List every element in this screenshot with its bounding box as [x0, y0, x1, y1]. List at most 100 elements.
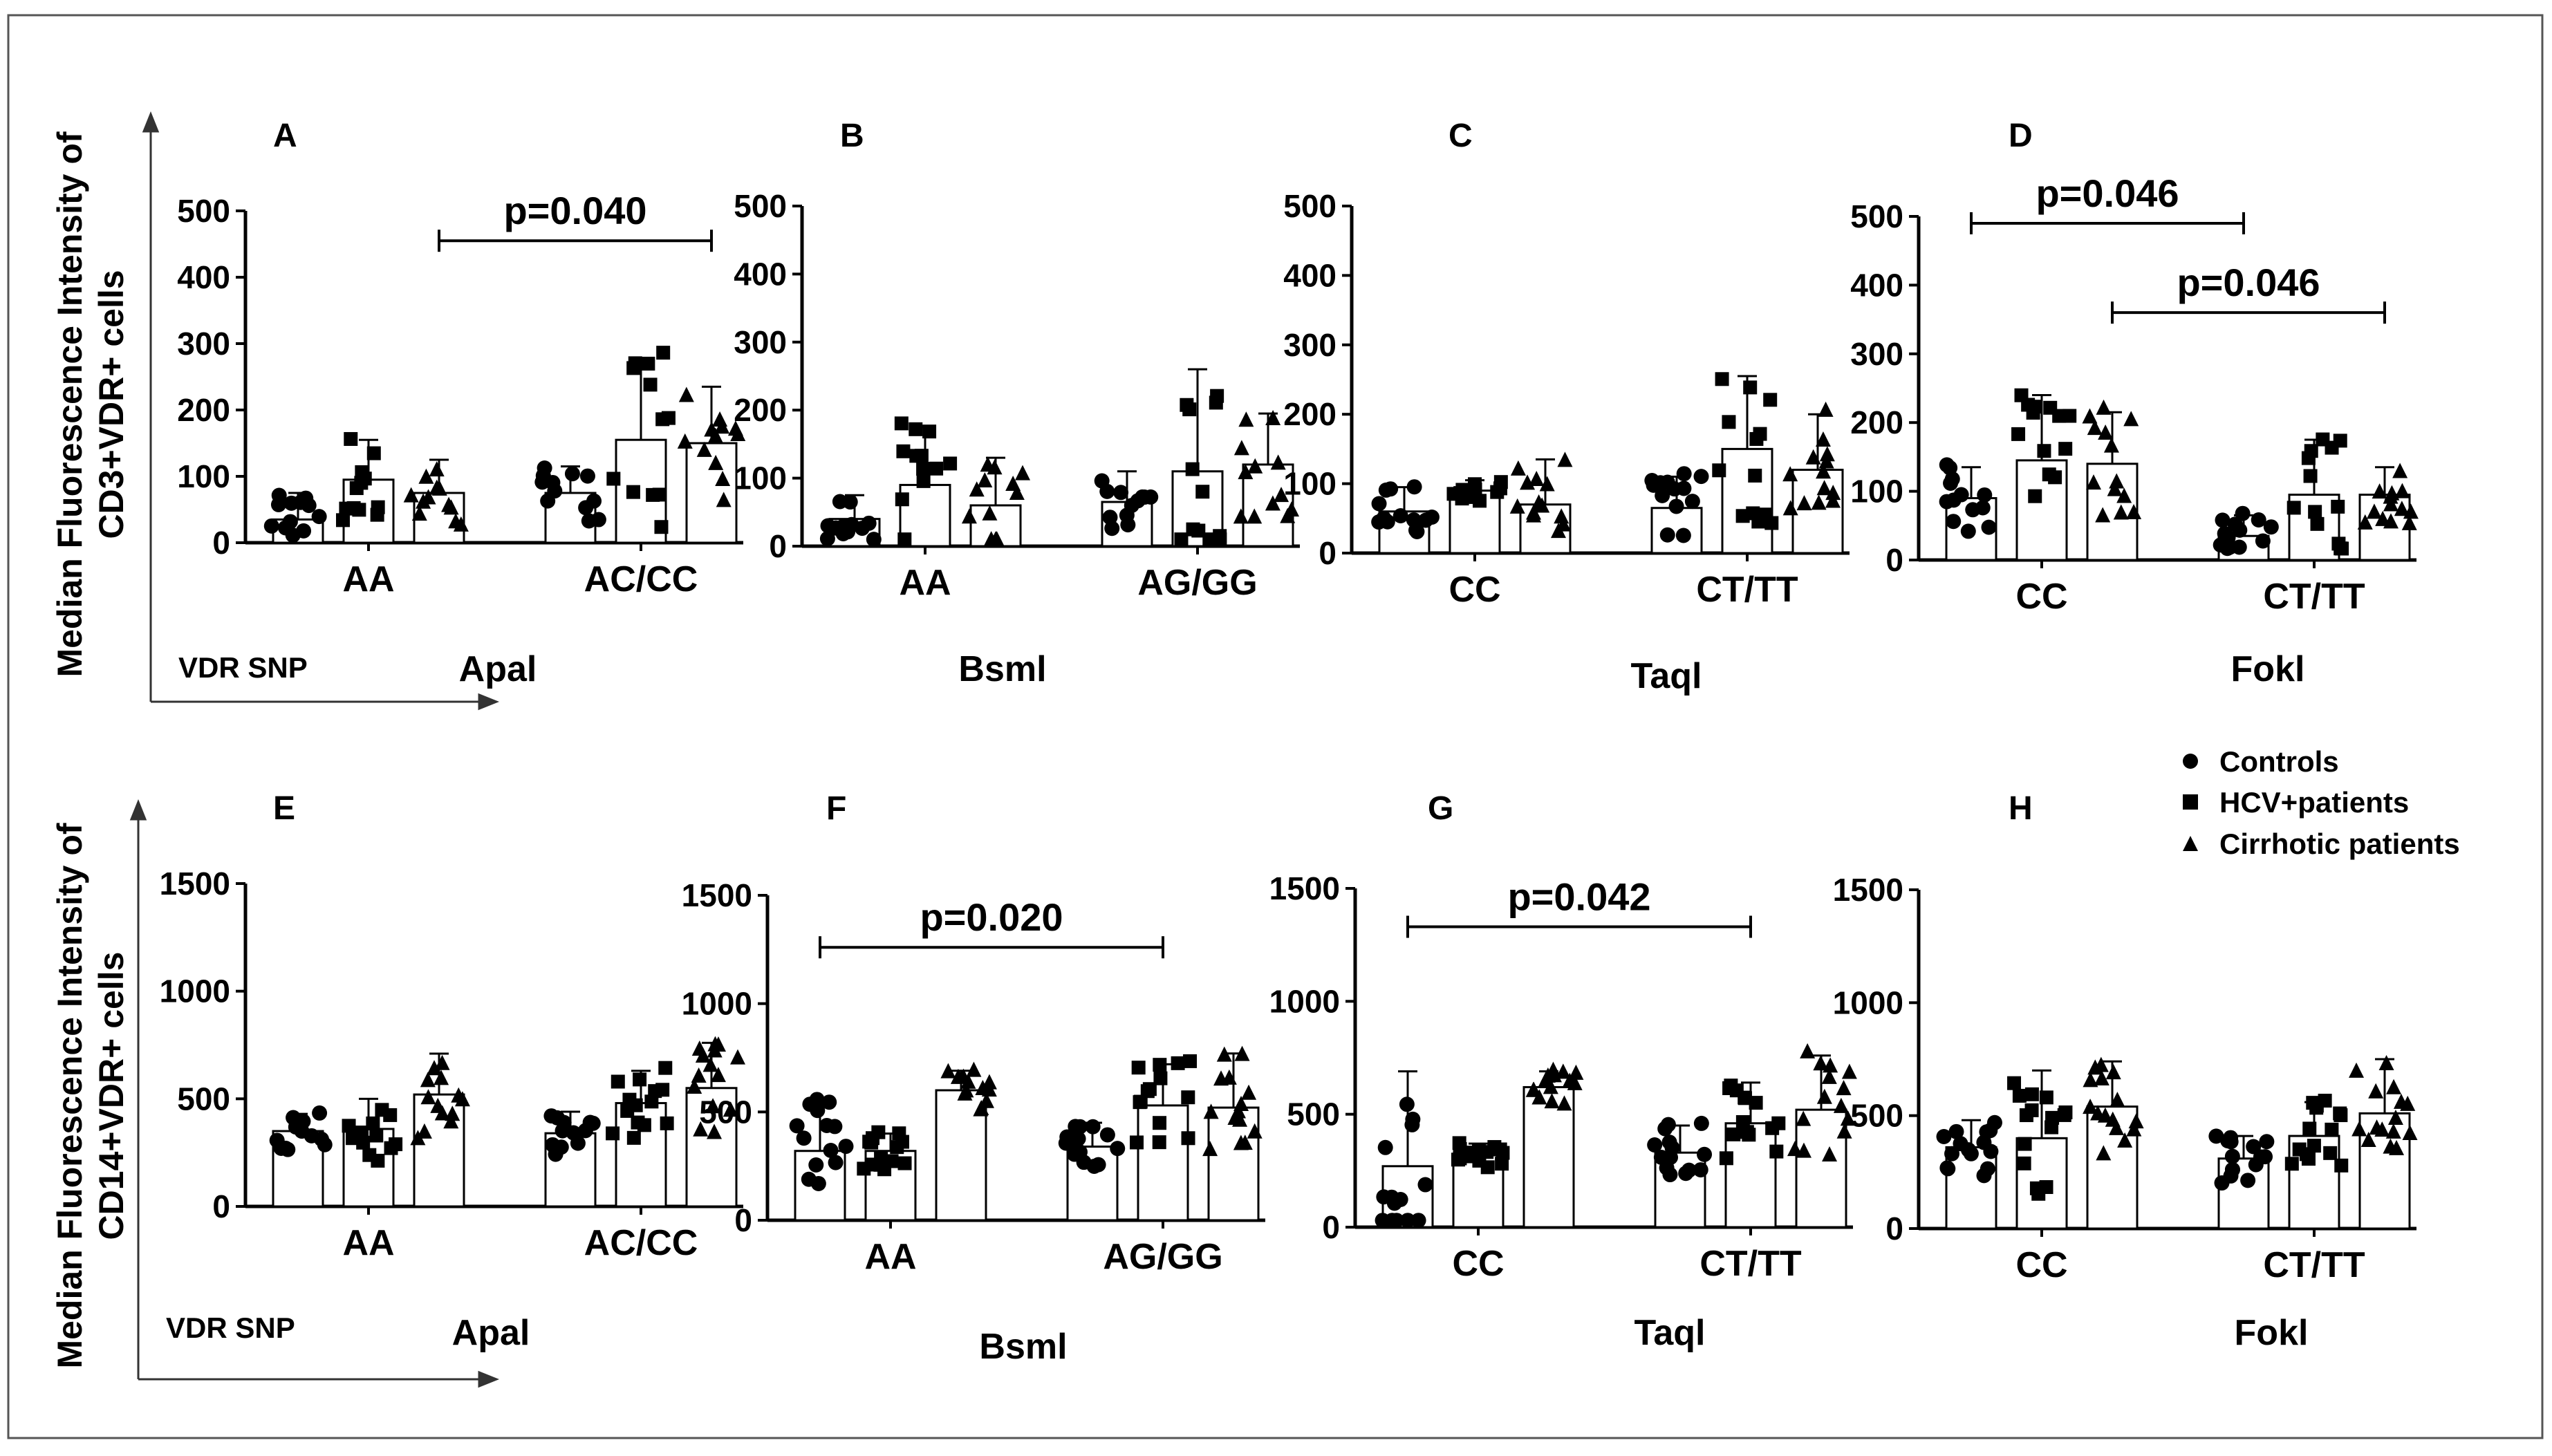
data-point [1406, 479, 1422, 495]
data-point [922, 424, 937, 439]
data-point [1085, 1119, 1101, 1135]
data-point [1836, 1123, 1852, 1139]
data-point [633, 1072, 647, 1087]
data-point [1070, 1131, 1086, 1147]
data-point [311, 509, 327, 525]
y-tick-label: 300 [1850, 336, 1903, 372]
data-point [1675, 528, 1691, 543]
data-point [2325, 1122, 2339, 1137]
snp-label-B: Bsml [958, 649, 1046, 689]
data-point [2007, 1076, 2022, 1090]
data-point [1191, 523, 1206, 538]
data-point [1813, 1055, 1829, 1071]
x-category-label: CC [1452, 1244, 1504, 1284]
data-point [2251, 512, 2266, 528]
panel-F: F 0 500 1000 1500 AA AG/GG p=0.020 Bsml [682, 790, 1265, 1367]
data-point [655, 412, 670, 427]
snp-label-D: Fokl [2231, 649, 2305, 689]
data-point [1815, 431, 1831, 447]
data-point [2052, 409, 2067, 423]
y-tick-label: 300 [734, 324, 787, 360]
data-point [626, 361, 641, 375]
data-point [2109, 1119, 2125, 1135]
data-point [2109, 1092, 2125, 1108]
legend-label-controls: Controls [2219, 745, 2339, 778]
data-point [356, 1135, 371, 1150]
data-point [1556, 516, 1572, 532]
data-point [282, 514, 298, 530]
data-point [987, 459, 1003, 475]
y-tick-label: 100 [177, 458, 230, 494]
data-point [687, 1078, 702, 1094]
bar-hcv-patients [1721, 447, 1773, 554]
data-point [652, 487, 667, 502]
data-point [2217, 525, 2233, 541]
data-point [2087, 420, 2103, 436]
data-point [2090, 1105, 2106, 1121]
data-point [960, 1073, 976, 1089]
y-tick-label: 200 [1850, 404, 1903, 440]
data-point [1195, 485, 1210, 499]
data-point [2402, 1124, 2418, 1140]
y-tick-label: 100 [1850, 474, 1903, 510]
data-point [1221, 1069, 1237, 1085]
data-point [1233, 508, 1249, 524]
data-point [1657, 1121, 1673, 1137]
data-point [420, 1072, 436, 1088]
data-point [1451, 1152, 1465, 1167]
data-point [2259, 1134, 2275, 1150]
data-point [1758, 507, 1773, 522]
panels: A 0 100 200 300 400 500 AA AC/CC p=0.040 Apal B 0 100… [160, 118, 2419, 1367]
row2-ylabel-line2: CD14+VDR+ cells [92, 952, 131, 1240]
data-point [1693, 1115, 1709, 1131]
y-tick-label: 300 [177, 326, 230, 362]
data-point [420, 489, 436, 505]
y-tick-label: 0 [1885, 542, 1903, 578]
panel-letter-H: H [2009, 790, 2033, 827]
data-point [708, 454, 724, 470]
data-point [2116, 487, 2132, 503]
y-tick-label: 0 [1322, 1209, 1340, 1245]
data-point [1393, 508, 1408, 524]
data-point [606, 472, 621, 486]
data-point [1509, 498, 1525, 514]
data-point [448, 513, 464, 529]
data-point [2331, 499, 2345, 514]
data-point [1202, 1141, 1218, 1157]
data-point [1662, 1167, 1678, 1183]
data-point [862, 1135, 877, 1149]
data-point [631, 1115, 645, 1130]
data-point [1495, 1157, 1509, 1171]
data-point [1557, 451, 1573, 467]
data-point [1676, 466, 1692, 482]
data-point [2045, 1110, 2060, 1125]
data-point [2096, 399, 2112, 415]
data-point [1110, 1141, 1126, 1157]
data-point [1712, 463, 1726, 478]
data-point [2062, 409, 2077, 423]
data-point [1510, 460, 1526, 476]
data-point [1738, 1091, 1752, 1105]
legend-marker-hcv [2183, 794, 2198, 810]
data-point [445, 1105, 460, 1121]
x-category-label: CT/TT [1699, 1244, 1802, 1284]
data-point [585, 1115, 601, 1131]
data-point [2372, 483, 2387, 499]
data-point [1763, 393, 1778, 407]
data-point [1555, 1063, 1571, 1079]
data-point [1652, 475, 1668, 491]
data-point [897, 532, 912, 547]
data-point [427, 1060, 443, 1076]
y-tick-label: 100 [1283, 466, 1336, 502]
y-tick-label: 200 [1283, 396, 1336, 432]
data-point [1153, 1116, 1167, 1130]
data-point [611, 1074, 625, 1089]
data-point [1247, 458, 1263, 474]
data-point [2334, 1108, 2348, 1123]
data-point [2017, 1156, 2031, 1170]
y-tick-label: 500 [699, 1094, 752, 1130]
data-point [1234, 1045, 1250, 1061]
data-point [1568, 1064, 1584, 1080]
data-point [1811, 494, 1827, 510]
data-point [2231, 539, 2247, 555]
